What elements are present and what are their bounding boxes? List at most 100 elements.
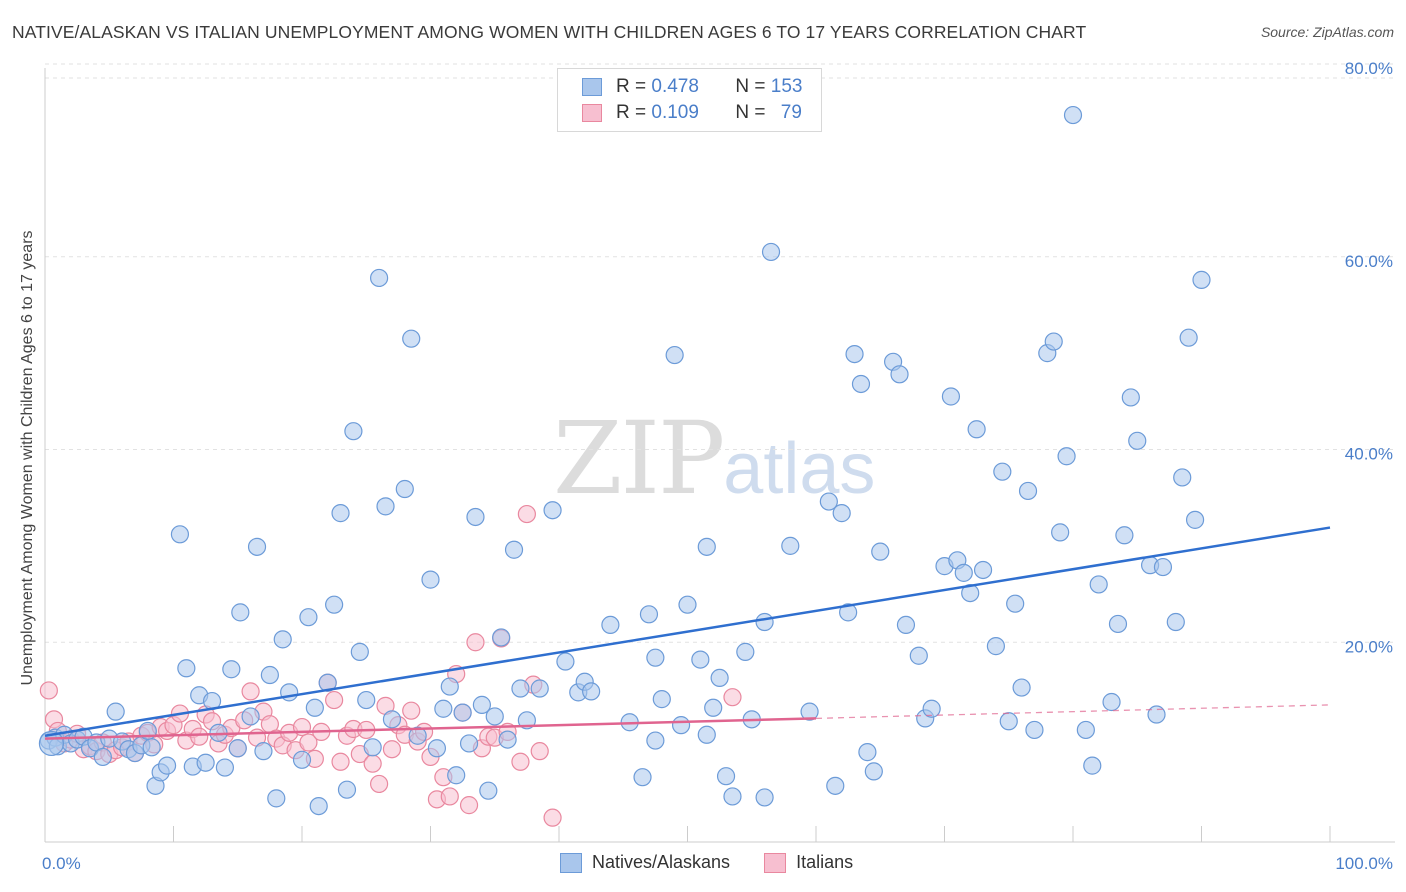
legend-row-italians: R = 0.109 N = 79 [582,101,802,125]
natives-point [421,570,440,589]
natives-point [839,603,858,622]
natives-point [325,595,344,614]
natives-point [93,747,112,767]
natives-point [427,739,447,758]
natives-point [222,660,241,679]
natives-point [954,563,973,582]
natives-point [157,756,177,775]
natives-point [973,560,993,580]
natives-point [652,690,671,709]
italians-point [543,808,562,827]
italians-trendline-extension [815,704,1331,720]
series-swatch-pink [764,852,787,873]
source-label: Source: ZipAtlas.com [1260,24,1394,40]
natives-point [376,497,395,516]
natives-point [1185,510,1205,529]
natives-point [1115,526,1134,545]
natives-point [447,766,466,785]
watermark: ZIPatlas [553,400,875,517]
natives-point [350,642,369,661]
natives-point [858,743,877,762]
natives-point [357,690,376,710]
natives-point [247,537,267,556]
natives-point [691,650,710,669]
italians-point [723,688,742,707]
legend-r-label: R = [616,76,652,97]
italians-point [530,742,549,761]
natives-point [231,603,250,622]
italians-point [241,682,260,701]
natives-point [986,637,1006,656]
natives-point [196,753,215,772]
natives-point [890,365,909,384]
x-tick-label-min: 0.0% [42,854,81,873]
y-tick-label: 60.0% [1345,252,1393,271]
natives-point [781,536,800,555]
natives-point [309,796,328,816]
natives-point [363,738,382,757]
natives-point [382,710,402,729]
natives-point [909,646,928,665]
natives-point [1018,481,1038,501]
natives-point [466,507,485,527]
natives-point [170,525,190,544]
natives-point [305,698,324,717]
italians-trendline [44,717,817,740]
natives-point [260,665,279,685]
chart-title: NATIVE/ALASKAN VS ITALIAN UNEMPLOYMENT A… [12,22,1087,42]
natives-point [1166,612,1185,632]
italians-point [39,681,58,700]
italians-point [511,752,530,771]
italians-point [370,774,389,794]
natives-point [967,420,986,439]
natives-point [492,628,511,647]
natives-point [1192,270,1211,289]
natives-point [800,702,819,721]
italians-point [325,690,344,710]
natives-point [1089,575,1108,594]
natives-point [292,750,312,769]
legend-swatch-blue [582,78,602,96]
natives-point [665,345,684,365]
natives-point [1147,705,1166,724]
legend-r-value: 0.109 [651,102,699,123]
italians-point [402,701,421,720]
natives-point [453,703,472,722]
natives-point [896,615,916,635]
x-tick-label-max: 100.0% [1335,854,1393,873]
legend-n-label: N = [735,76,771,97]
series-legend: Natives/Alaskans Italians [560,852,887,873]
italians-point [299,733,318,752]
natives-point [337,780,357,799]
italians-point [440,787,459,806]
italians-point [363,754,382,773]
legend-r-label: R = [616,102,652,123]
natives-point [864,762,883,781]
natives-point [440,677,459,696]
natives-point [871,542,890,561]
series-legend-italians: Italians [764,852,853,873]
series-swatch-blue [560,852,582,873]
series-label-natives: Natives/Alaskans [592,852,731,872]
natives-point [1128,431,1147,450]
natives-point [142,738,161,757]
natives-point [543,501,562,520]
natives-point [582,682,601,701]
natives-point [1121,388,1140,407]
natives-point [254,742,273,761]
natives-point [646,648,665,667]
natives-point [1076,720,1095,740]
natives-point [633,768,652,787]
y-tick-label: 40.0% [1345,445,1393,464]
natives-point [601,615,620,635]
natives-point [241,707,260,726]
natives-point [671,716,691,735]
natives-point [716,767,736,786]
natives-point [1153,557,1173,577]
natives-point [1102,692,1121,712]
natives-point [761,242,781,262]
natives-point [697,537,716,556]
natives-trendline [44,526,1331,737]
natives-point [1051,523,1070,542]
natives-point [408,726,427,745]
